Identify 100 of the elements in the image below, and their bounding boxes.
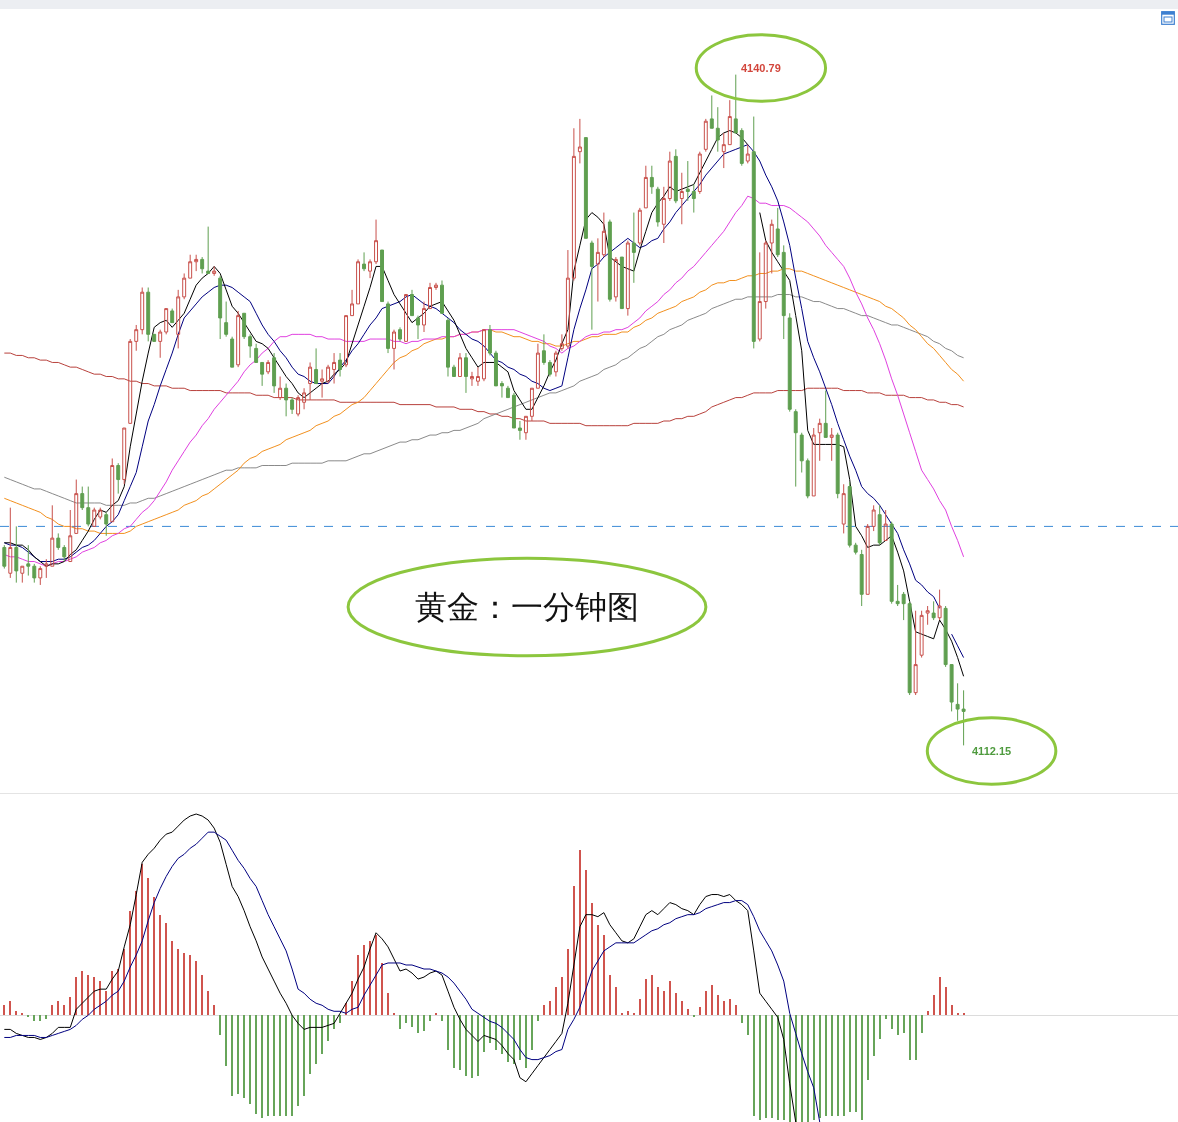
candlestick [344,315,349,368]
candlestick [877,504,882,546]
bar [909,1015,911,1060]
candlestick [571,127,576,281]
bar [555,987,557,1015]
candlestick [685,160,690,202]
candlestick [667,151,672,202]
bar [747,1015,749,1035]
candlestick [715,106,720,153]
bar [99,981,101,1015]
candlestick [745,144,750,164]
candlestick [170,308,175,324]
candlestick [895,584,900,607]
candlestick [398,326,402,342]
bar [447,1015,449,1050]
candlestick [547,359,552,378]
candlestick [661,186,666,244]
candlestick [739,127,744,167]
bar [291,1015,293,1116]
bar [165,923,167,1015]
bar [255,1015,257,1114]
candlestick [925,605,930,626]
candlestick [296,394,301,417]
candlestick [757,251,762,342]
candlestick [649,165,654,195]
bar [639,999,641,1015]
bar [897,1015,899,1035]
bar [465,1015,467,1076]
bar [153,897,155,1015]
candlestick [290,397,295,415]
candlestick [230,336,235,368]
bar [705,991,707,1015]
bar [933,995,935,1015]
candlestick [380,249,385,303]
bar [357,955,359,1015]
candlestick [326,364,331,385]
bar [669,981,671,1015]
bar [837,1015,839,1116]
bar [489,1015,491,1043]
candlestick [356,258,361,305]
candlestick [793,408,798,488]
candlestick [440,279,444,314]
bar [219,1015,221,1035]
candlestick [865,523,870,595]
candlestick [302,387,307,410]
bar [297,1015,299,1106]
candlestick [913,610,918,696]
bar [411,1015,413,1027]
bar [717,995,719,1015]
candlestick [218,275,223,340]
candlestick [452,364,456,378]
bar [69,997,71,1015]
bar [285,1015,287,1116]
bar [423,1015,425,1031]
candlestick [278,376,283,401]
bar [711,985,713,1015]
bar [387,993,389,1015]
candlestick [541,333,546,366]
candlestick [164,308,169,335]
candlestick [889,521,894,605]
candlestick [625,240,630,317]
bar [495,1015,497,1050]
bar [777,1015,779,1120]
bar [831,1015,833,1116]
bar [849,1015,851,1112]
candlestick [242,312,247,340]
candlestick [847,481,852,548]
candlestick [134,324,139,352]
bar [33,1015,35,1021]
candlestick [709,94,714,129]
bar [405,1015,407,1023]
candlestick [20,565,25,584]
bar [921,1015,923,1033]
candlestick [835,432,840,499]
candlestick [505,385,510,399]
bar [927,1011,929,1015]
candlestick [320,368,325,399]
bar [597,925,599,1015]
bar [939,977,941,1015]
candlestick [422,301,426,333]
bar [183,953,185,1015]
candlestick [619,256,624,310]
bar [783,1015,785,1120]
candlestick [643,165,648,209]
candlestick [182,272,187,300]
candlestick [859,549,864,607]
annotation: 黄金：一分钟图 [415,588,639,626]
bar [723,1001,725,1015]
bar [123,949,125,1015]
candlestick [308,361,313,401]
bar [477,1015,479,1076]
bar [87,975,89,1015]
candlestick [44,558,49,579]
bar [441,1015,443,1021]
bar [9,1001,11,1015]
bar [657,987,659,1015]
bar [903,1015,905,1033]
candlestick [146,287,151,342]
text: 4112.15 [972,745,1012,757]
bar [309,1015,311,1074]
